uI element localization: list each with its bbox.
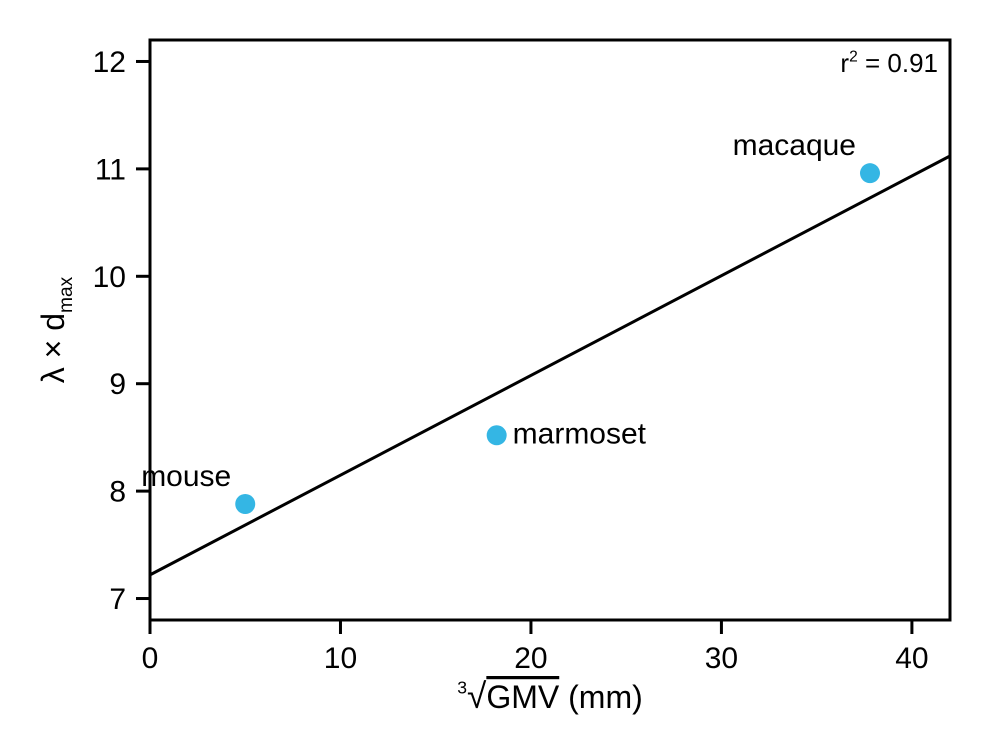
data-point	[235, 494, 255, 514]
data-point	[487, 425, 507, 445]
y-tick-label: 8	[109, 476, 126, 509]
x-tick-label: 40	[895, 642, 928, 675]
y-tick-label: 10	[93, 261, 126, 294]
data-point	[860, 163, 880, 183]
x-axis-label: 3√GMV (mm)	[457, 677, 643, 716]
y-tick-label: 11	[95, 153, 126, 186]
point-label: macaque	[733, 129, 856, 162]
point-label: marmoset	[513, 417, 647, 450]
scatter-chart: 0 10 20 30 40 7 8 9 10 11 12 mouse marmoset macaque 3√…	[0, 0, 1000, 748]
x-tick-label: 0	[142, 642, 159, 675]
x-tick-label: 30	[705, 642, 738, 675]
point-label: mouse	[141, 460, 231, 493]
x-tick-label: 10	[324, 642, 357, 675]
x-tick-label: 20	[514, 642, 547, 675]
y-tick-label: 9	[109, 368, 126, 401]
y-tick-label: 7	[109, 583, 126, 616]
chart-svg: 0 10 20 30 40 7 8 9 10 11 12 mouse marmoset macaque 3√…	[0, 0, 1000, 748]
y-tick-label: 12	[93, 46, 126, 79]
